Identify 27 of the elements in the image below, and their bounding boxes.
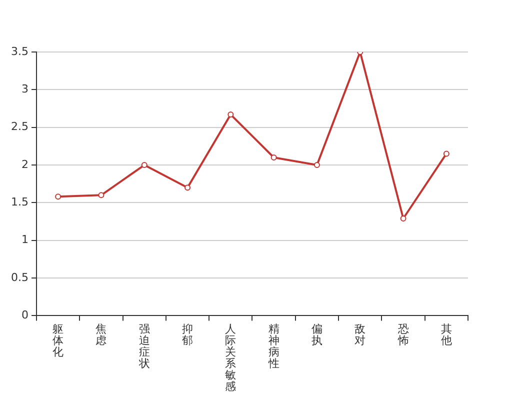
point: [270, 154, 277, 160]
y-tick-label: 3.5: [10, 44, 28, 58]
x-tick-label: 焦虑: [96, 322, 107, 347]
point: [443, 150, 450, 157]
x-tick-label: 恐怖: [396, 322, 409, 347]
y-tick-label: 0: [21, 308, 28, 322]
y-tick-label: 0.5: [10, 270, 28, 284]
point: [98, 192, 104, 198]
point: [184, 184, 191, 191]
y-tick-label: 2: [21, 158, 28, 171]
y-tick-label: 1.5: [10, 196, 28, 209]
y-tick-label: 2.5: [10, 120, 28, 134]
y-tick-label: 1: [21, 233, 28, 246]
point: [55, 194, 62, 200]
x-tick-label: 敌对: [354, 322, 366, 347]
point: [400, 216, 406, 222]
x-tick-label: 躯体化: [52, 322, 64, 358]
x-tick-label: 其他: [440, 322, 452, 347]
y-tick-label: 3: [21, 82, 28, 96]
x-tick-label: 强迫症状: [138, 322, 150, 370]
x-tick-label: 偏执: [311, 322, 322, 347]
point: [141, 162, 148, 168]
x-tick-label: 抑郁: [182, 322, 194, 347]
point: [314, 162, 320, 168]
x-tick-label: 人际关系敏感: [225, 322, 236, 394]
point: [228, 112, 234, 118]
x-tick-label: 精神病性: [267, 322, 280, 370]
